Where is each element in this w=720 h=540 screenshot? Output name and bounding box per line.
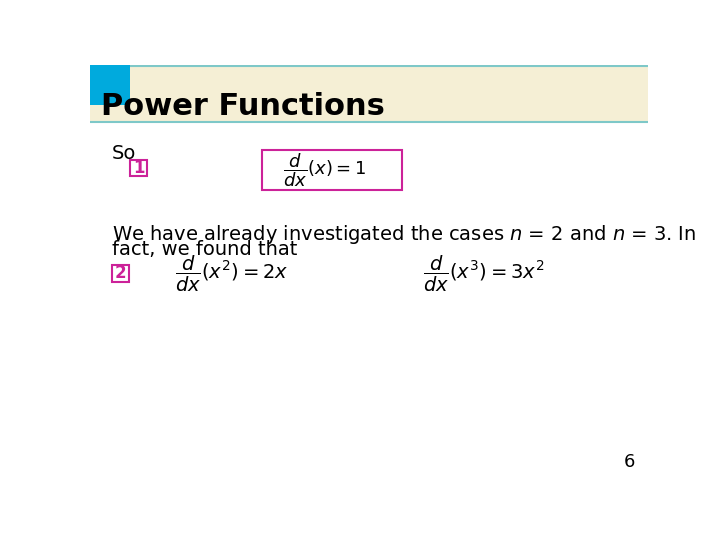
Text: $\dfrac{d}{dx}(x^2) = 2x$: $\dfrac{d}{dx}(x^2) = 2x$ <box>175 253 289 294</box>
FancyBboxPatch shape <box>262 150 402 190</box>
Text: $\dfrac{d}{dx}(x) = 1$: $\dfrac{d}{dx}(x) = 1$ <box>284 151 366 189</box>
Text: We have already investigated the cases $n$ = 2 and $n$ = 3. In: We have already investigated the cases $… <box>112 222 696 246</box>
Text: 1: 1 <box>133 159 145 177</box>
Text: So: So <box>112 144 136 163</box>
Text: fact, we found that: fact, we found that <box>112 240 297 259</box>
FancyBboxPatch shape <box>112 265 129 282</box>
FancyBboxPatch shape <box>90 65 648 123</box>
Text: 6: 6 <box>624 454 635 471</box>
FancyBboxPatch shape <box>130 159 148 177</box>
FancyBboxPatch shape <box>90 65 130 105</box>
Text: $\dfrac{d}{dx}(x^3) = 3x^2$: $\dfrac{d}{dx}(x^3) = 3x^2$ <box>423 253 544 294</box>
Text: 2: 2 <box>114 265 126 282</box>
Text: Power Functions: Power Functions <box>101 92 384 121</box>
